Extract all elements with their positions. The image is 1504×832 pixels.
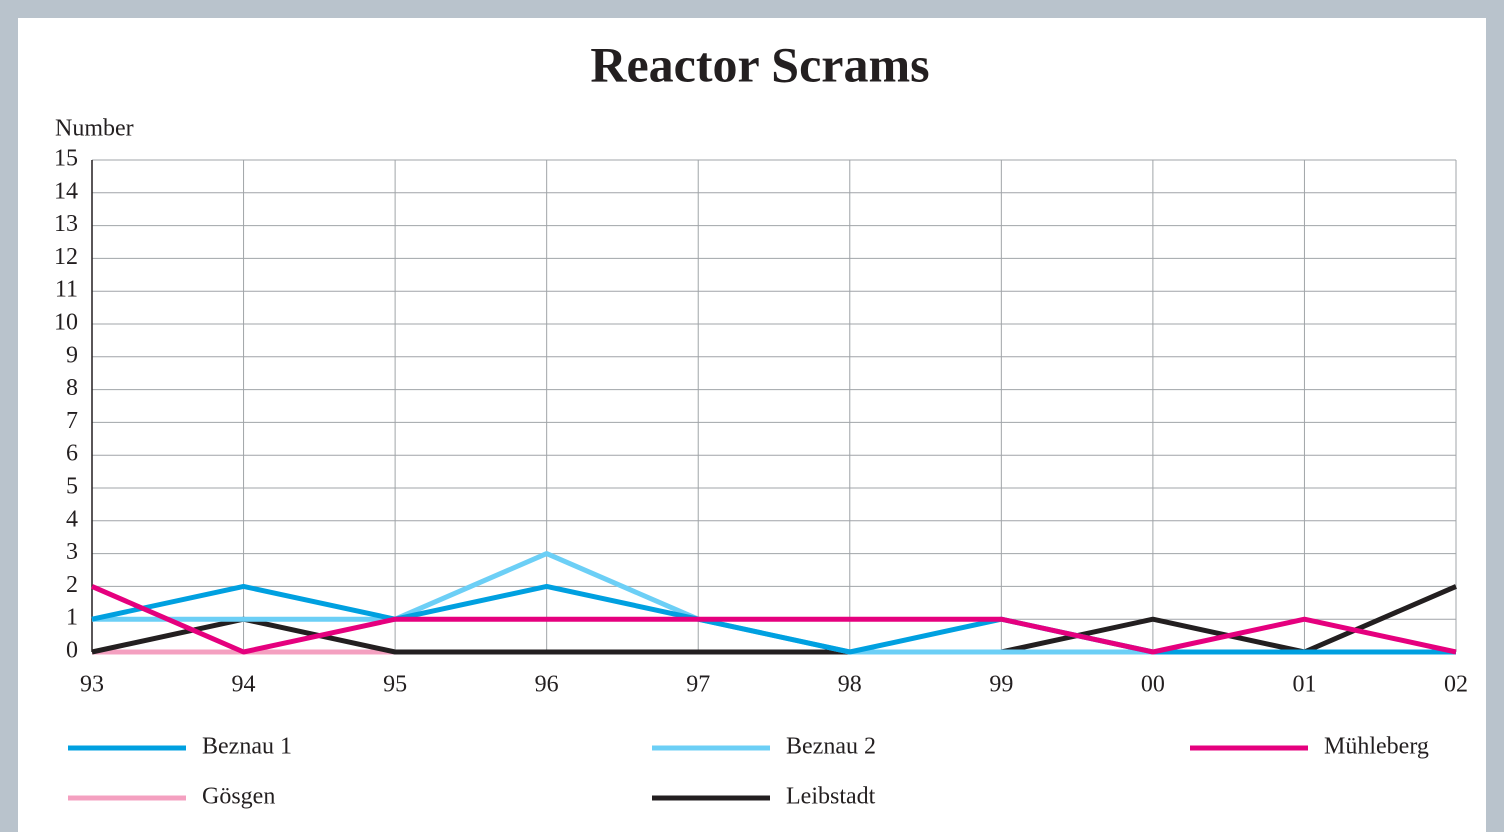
y-tick-label: 7 — [66, 408, 78, 434]
x-tick-label: 95 — [383, 672, 407, 698]
series-line — [91, 584, 1457, 655]
y-axis-label: Number — [55, 116, 134, 142]
x-tick-label: 01 — [1292, 672, 1316, 698]
x-tick-label: 98 — [838, 672, 862, 698]
y-tick-label: 3 — [66, 539, 78, 565]
y-tick-label: 5 — [66, 474, 78, 500]
y-tick-label: 10 — [54, 310, 78, 336]
y-tick-label: 1 — [66, 605, 78, 631]
y-tick-label: 15 — [54, 146, 78, 172]
y-tick-label: 12 — [54, 244, 78, 270]
y-tick-label: 6 — [66, 441, 78, 467]
x-tick-label: 96 — [535, 672, 559, 698]
y-tick-label: 11 — [55, 277, 78, 303]
y-tick-label: 9 — [66, 342, 78, 368]
x-tick-label: 99 — [989, 672, 1013, 698]
x-tick-label: 94 — [232, 672, 256, 698]
legend-label: Gösgen — [202, 784, 275, 810]
x-tick-label: 00 — [1141, 672, 1165, 698]
y-tick-label: 14 — [54, 178, 78, 204]
x-tick-label: 97 — [686, 672, 710, 698]
x-tick-label: 93 — [80, 672, 104, 698]
x-tick-label: 02 — [1444, 672, 1468, 698]
chart-title: Reactor Scrams — [590, 36, 929, 92]
legend-label: Leibstadt — [786, 784, 876, 810]
panel — [18, 18, 1486, 832]
y-tick-label: 8 — [66, 375, 78, 401]
y-tick-label: 4 — [66, 506, 78, 532]
series-line — [91, 583, 1456, 655]
y-tick-label: 0 — [66, 638, 78, 664]
legend-label: Mühleberg — [1324, 734, 1429, 760]
legend-label: Beznau 1 — [202, 734, 292, 760]
y-tick-label: 2 — [66, 572, 78, 598]
y-tick-label: 13 — [54, 211, 78, 237]
legend-label: Beznau 2 — [786, 734, 876, 760]
